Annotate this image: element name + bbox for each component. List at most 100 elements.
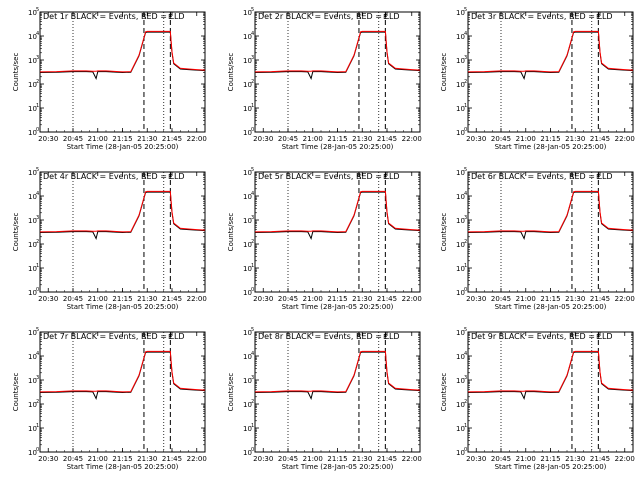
x-tick-label: 22:00: [187, 455, 207, 463]
y-tick-label: 10: [28, 377, 37, 385]
y-tick-exponent: 3: [464, 375, 467, 381]
y-tick-exponent: 5: [464, 327, 467, 333]
y-tick-exponent: 0: [36, 287, 39, 293]
y-tick-label: 10: [243, 401, 252, 409]
y-tick-exponent: 2: [251, 399, 254, 405]
x-tick-label: 20:45: [278, 295, 298, 303]
x-tick-label: 20:45: [63, 295, 83, 303]
y-tick-label: 10: [456, 9, 465, 17]
x-tick-label: 20:45: [63, 135, 83, 143]
y-tick-label: 10: [243, 169, 252, 177]
x-tick-label: 21:30: [137, 135, 157, 143]
flag-label: E: [596, 13, 600, 21]
x-tick-label: 20:30: [466, 455, 486, 463]
y-tick-exponent: 0: [251, 287, 254, 293]
y-tick-label: 10: [28, 9, 37, 17]
x-tick-label: 20:30: [38, 455, 58, 463]
y-tick-label: 10: [243, 81, 252, 89]
x-tick-label: 21:15: [540, 455, 560, 463]
y-tick-exponent: 0: [464, 287, 467, 293]
y-tick-label: 10: [243, 425, 252, 433]
x-tick-label: 21:00: [88, 455, 108, 463]
y-tick-label: 10: [243, 353, 252, 361]
y-axis-label: Counts/sec: [440, 213, 448, 252]
y-tick-label: 10: [456, 241, 465, 249]
x-tick-label: 21:00: [516, 295, 536, 303]
panel-title: Det 2r BLACK = Events, RED = LLD: [258, 12, 400, 21]
y-tick-exponent: 1: [36, 263, 39, 269]
y-tick-exponent: 2: [36, 399, 39, 405]
x-axis-label: Start Time (28-Jan-05 20:25:00): [282, 463, 394, 471]
x-tick-label: 21:45: [590, 135, 610, 143]
y-tick-exponent: 4: [251, 191, 254, 197]
x-tick-label: 20:30: [38, 295, 58, 303]
y-tick-label: 10: [28, 129, 37, 137]
x-tick-label: 20:45: [491, 135, 511, 143]
y-tick-exponent: 0: [464, 447, 467, 453]
y-tick-exponent: 2: [464, 79, 467, 85]
x-axis-label: Start Time (28-Jan-05 20:25:00): [282, 143, 394, 151]
y-tick-label: 10: [243, 217, 252, 225]
y-tick-exponent: 3: [251, 375, 254, 381]
y-tick-exponent: 5: [464, 167, 467, 173]
panel-title: Det 6r BLACK = Events, RED = LLD: [471, 172, 613, 181]
x-axis-label: Start Time (28-Jan-05 20:25:00): [495, 143, 607, 151]
y-axis-label: Counts/sec: [12, 213, 20, 252]
y-tick-exponent: 1: [464, 423, 467, 429]
flag-label: S: [357, 13, 362, 21]
y-tick-label: 10: [456, 329, 465, 337]
y-tick-label: 10: [243, 241, 252, 249]
y-tick-label: 10: [28, 401, 37, 409]
series-line-lld: [254, 350, 421, 393]
y-tick-exponent: 5: [36, 327, 39, 333]
y-tick-label: 10: [28, 33, 37, 41]
y-tick-label: 10: [243, 57, 252, 65]
series-line-lld: [254, 30, 421, 73]
series-line-lld: [39, 350, 206, 393]
x-tick-label: 21:45: [377, 135, 397, 143]
flag-label: S: [357, 173, 362, 181]
y-tick-label: 10: [456, 193, 465, 201]
y-tick-exponent: 4: [464, 351, 467, 357]
panel-title: Det 1r BLACK = Events, RED = LLD: [43, 12, 185, 21]
x-tick-label: 20:45: [278, 135, 298, 143]
y-tick-exponent: 2: [36, 239, 39, 245]
x-tick-label: 21:00: [516, 455, 536, 463]
y-tick-exponent: 2: [464, 399, 467, 405]
y-tick-label: 10: [456, 289, 465, 297]
flag-label: S: [570, 173, 575, 181]
x-tick-label: 22:00: [615, 295, 635, 303]
series-line-lld: [467, 350, 634, 393]
x-axis-label: Start Time (28-Jan-05 20:25:00): [67, 143, 179, 151]
x-tick-label: 20:30: [253, 135, 273, 143]
x-axis-label: Start Time (28-Jan-05 20:25:00): [495, 303, 607, 311]
x-tick-label: 21:45: [377, 455, 397, 463]
y-tick-label: 10: [28, 353, 37, 361]
y-tick-exponent: 4: [36, 351, 39, 357]
y-tick-exponent: 1: [464, 263, 467, 269]
y-tick-exponent: 4: [464, 31, 467, 37]
x-tick-label: 20:45: [491, 295, 511, 303]
x-tick-label: 21:45: [162, 295, 182, 303]
x-tick-label: 21:30: [352, 455, 372, 463]
x-axis-label: Start Time (28-Jan-05 20:25:00): [282, 303, 394, 311]
y-tick-exponent: 3: [464, 55, 467, 61]
panel-title: Det 7r BLACK = Events, RED = LLD: [43, 332, 185, 341]
x-tick-label: 21:15: [327, 135, 347, 143]
y-tick-exponent: 3: [36, 55, 39, 61]
y-tick-exponent: 3: [36, 215, 39, 221]
y-tick-label: 10: [28, 289, 37, 297]
y-tick-exponent: 4: [36, 191, 39, 197]
y-axis-label: Counts/sec: [12, 53, 20, 92]
y-tick-exponent: 2: [464, 239, 467, 245]
series-line-lld: [39, 30, 206, 73]
y-tick-exponent: 0: [36, 127, 39, 133]
x-tick-label: 21:30: [565, 295, 585, 303]
y-tick-exponent: 3: [251, 55, 254, 61]
y-tick-label: 10: [28, 81, 37, 89]
x-tick-label: 22:00: [402, 135, 422, 143]
